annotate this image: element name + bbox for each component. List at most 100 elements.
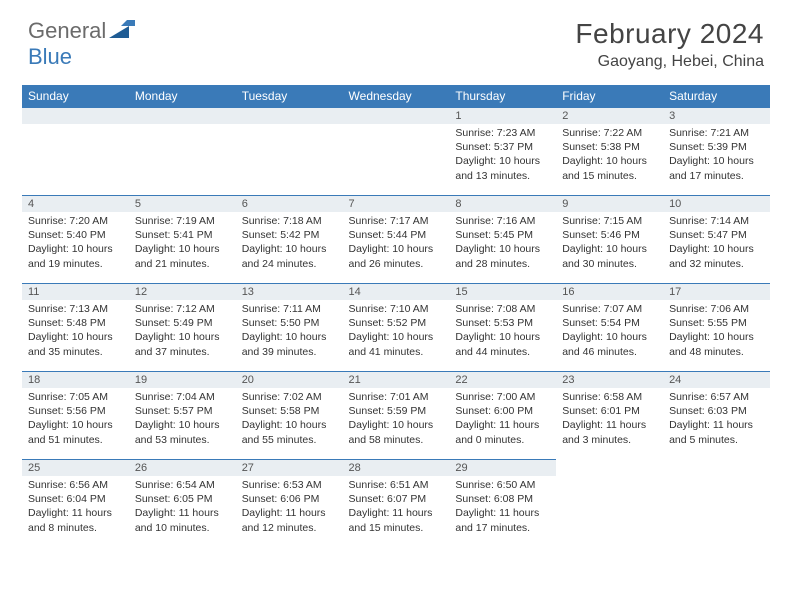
day-number: 2	[556, 107, 663, 124]
sunrise-line: Sunrise: 7:17 AM	[349, 214, 444, 228]
day-number: 4	[22, 195, 129, 212]
calendar-cell: 27Sunrise: 6:53 AMSunset: 6:06 PMDayligh…	[236, 459, 343, 547]
sunrise-line: Sunrise: 7:15 AM	[562, 214, 657, 228]
calendar-cell: 25Sunrise: 6:56 AMSunset: 6:04 PMDayligh…	[22, 459, 129, 547]
sunrise-line: Sunrise: 7:00 AM	[455, 390, 550, 404]
daylight-line: Daylight: 10 hours and 53 minutes.	[135, 418, 230, 446]
sunrise-line: Sunrise: 7:19 AM	[135, 214, 230, 228]
sunset-line: Sunset: 5:50 PM	[242, 316, 337, 330]
day-number: 17	[663, 283, 770, 300]
sunset-line: Sunset: 5:46 PM	[562, 228, 657, 242]
sunset-line: Sunset: 5:38 PM	[562, 140, 657, 154]
day-details: Sunrise: 7:01 AMSunset: 5:59 PMDaylight:…	[343, 388, 450, 449]
day-details: Sunrise: 6:56 AMSunset: 6:04 PMDaylight:…	[22, 476, 129, 537]
sunset-line: Sunset: 6:01 PM	[562, 404, 657, 418]
day-number: 12	[129, 283, 236, 300]
sunrise-line: Sunrise: 6:51 AM	[349, 478, 444, 492]
day-details: Sunrise: 7:05 AMSunset: 5:56 PMDaylight:…	[22, 388, 129, 449]
calendar-cell: 24Sunrise: 6:57 AMSunset: 6:03 PMDayligh…	[663, 371, 770, 459]
empty-day-head	[236, 107, 343, 124]
logo-mark-icon	[109, 20, 135, 43]
day-number: 5	[129, 195, 236, 212]
calendar-cell	[343, 107, 450, 195]
sunset-line: Sunset: 5:57 PM	[135, 404, 230, 418]
day-number: 26	[129, 459, 236, 476]
calendar-cell: 17Sunrise: 7:06 AMSunset: 5:55 PMDayligh…	[663, 283, 770, 371]
day-details: Sunrise: 7:07 AMSunset: 5:54 PMDaylight:…	[556, 300, 663, 361]
day-details: Sunrise: 6:53 AMSunset: 6:06 PMDaylight:…	[236, 476, 343, 537]
sunrise-line: Sunrise: 7:06 AM	[669, 302, 764, 316]
day-number: 20	[236, 371, 343, 388]
day-details: Sunrise: 7:12 AMSunset: 5:49 PMDaylight:…	[129, 300, 236, 361]
day-header: Saturday	[663, 85, 770, 107]
sunrise-line: Sunrise: 7:22 AM	[562, 126, 657, 140]
day-number: 29	[449, 459, 556, 476]
sunset-line: Sunset: 6:05 PM	[135, 492, 230, 506]
day-number: 21	[343, 371, 450, 388]
calendar-cell: 19 Sunrise: 7:04 AMSunset: 5:57 PMDayligh…	[129, 371, 236, 459]
daylight-line: Daylight: 10 hours and 28 minutes.	[455, 242, 550, 270]
daylight-line: Daylight: 10 hours and 39 minutes.	[242, 330, 337, 358]
sunrise-line: Sunrise: 7:08 AM	[455, 302, 550, 316]
sunrise-line: Sunrise: 7:04 AM	[135, 390, 230, 404]
sunset-line: Sunset: 5:58 PM	[242, 404, 337, 418]
sunrise-line: Sunrise: 7:13 AM	[28, 302, 123, 316]
sunrise-line: Sunrise: 7:11 AM	[242, 302, 337, 316]
day-details: Sunrise: 7:15 AMSunset: 5:46 PMDaylight:…	[556, 212, 663, 273]
empty-day-head	[343, 107, 450, 124]
sunrise-line: Sunrise: 6:57 AM	[669, 390, 764, 404]
daylight-line: Daylight: 10 hours and 41 minutes.	[349, 330, 444, 358]
day-details: Sunrise: 7:14 AMSunset: 5:47 PMDaylight:…	[663, 212, 770, 273]
day-details: Sunrise: 7:08 AMSunset: 5:53 PMDaylight:…	[449, 300, 556, 361]
sunset-line: Sunset: 6:04 PM	[28, 492, 123, 506]
sunrise-line: Sunrise: 6:50 AM	[455, 478, 550, 492]
day-number: 24	[663, 371, 770, 388]
calendar-cell: 21Sunrise: 7:01 AMSunset: 5:59 PMDayligh…	[343, 371, 450, 459]
daylight-line: Daylight: 10 hours and 48 minutes.	[669, 330, 764, 358]
sunrise-line: Sunrise: 7:05 AM	[28, 390, 123, 404]
calendar-cell: 3Sunrise: 7:21 AMSunset: 5:39 PMDaylight…	[663, 107, 770, 195]
calendar-cell: 23Sunrise: 6:58 AMSunset: 6:01 PMDayligh…	[556, 371, 663, 459]
sunset-line: Sunset: 5:41 PM	[135, 228, 230, 242]
day-number: 23	[556, 371, 663, 388]
day-header: Sunday	[22, 85, 129, 107]
calendar-cell: 13Sunrise: 7:11 AMSunset: 5:50 PMDayligh…	[236, 283, 343, 371]
sunrise-line: Sunrise: 7:01 AM	[349, 390, 444, 404]
calendar-cell: 16Sunrise: 7:07 AMSunset: 5:54 PMDayligh…	[556, 283, 663, 371]
daylight-line: Daylight: 10 hours and 37 minutes.	[135, 330, 230, 358]
daylight-line: Daylight: 10 hours and 21 minutes.	[135, 242, 230, 270]
sunset-line: Sunset: 5:40 PM	[28, 228, 123, 242]
sunset-line: Sunset: 5:52 PM	[349, 316, 444, 330]
day-number: 7	[343, 195, 450, 212]
day-header: Tuesday	[236, 85, 343, 107]
calendar-cell: 26Sunrise: 6:54 AMSunset: 6:05 PMDayligh…	[129, 459, 236, 547]
calendar-cell: 29Sunrise: 6:50 AMSunset: 6:08 PMDayligh…	[449, 459, 556, 547]
daylight-line: Daylight: 11 hours and 12 minutes.	[242, 506, 337, 534]
day-header: Wednesday	[343, 85, 450, 107]
day-details: Sunrise: 6:57 AMSunset: 6:03 PMDaylight:…	[663, 388, 770, 449]
day-details: Sunrise: 6:58 AMSunset: 6:01 PMDaylight:…	[556, 388, 663, 449]
sunset-line: Sunset: 6:00 PM	[455, 404, 550, 418]
day-details: Sunrise: 7:00 AMSunset: 6:00 PMDaylight:…	[449, 388, 556, 449]
day-number: 1	[449, 107, 556, 124]
daylight-line: Daylight: 10 hours and 26 minutes.	[349, 242, 444, 270]
calendar-cell: 22Sunrise: 7:00 AMSunset: 6:00 PMDayligh…	[449, 371, 556, 459]
sunrise-line: Sunrise: 7:07 AM	[562, 302, 657, 316]
day-number: 16	[556, 283, 663, 300]
sunset-line: Sunset: 5:53 PM	[455, 316, 550, 330]
calendar-week-row: 11Sunrise: 7:13 AMSunset: 5:48 PMDayligh…	[22, 283, 770, 371]
day-details: Sunrise: 6:54 AMSunset: 6:05 PMDaylight:…	[129, 476, 236, 537]
sunrise-line: Sunrise: 7:14 AM	[669, 214, 764, 228]
daylight-line: Daylight: 10 hours and 55 minutes.	[242, 418, 337, 446]
day-number: 15	[449, 283, 556, 300]
location-subtitle: Gaoyang, Hebei, China	[575, 53, 764, 71]
daylight-line: Daylight: 10 hours and 44 minutes.	[455, 330, 550, 358]
sunset-line: Sunset: 6:06 PM	[242, 492, 337, 506]
day-number: 19	[129, 371, 236, 388]
logo-text-a: General	[28, 18, 106, 44]
day-details: Sunrise: 7:06 AMSunset: 5:55 PMDaylight:…	[663, 300, 770, 361]
calendar-week-row: 18Sunrise: 7:05 AMSunset: 5:56 PMDayligh…	[22, 371, 770, 459]
day-details: Sunrise: 7:11 AMSunset: 5:50 PMDaylight:…	[236, 300, 343, 361]
day-number: 3	[663, 107, 770, 124]
calendar-cell	[663, 459, 770, 547]
